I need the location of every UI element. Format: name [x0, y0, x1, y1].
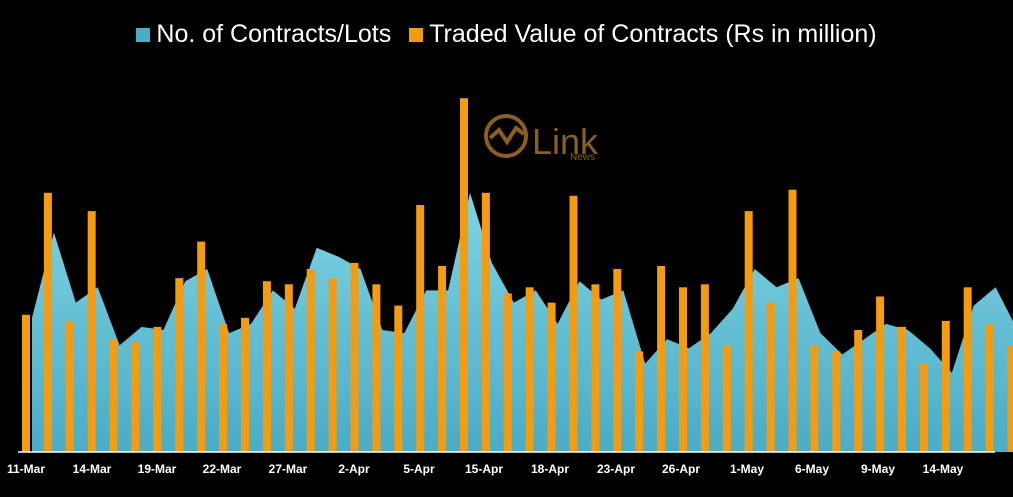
watermark-logo: Link News — [482, 112, 599, 163]
bar-traded-value — [372, 284, 381, 453]
bar-traded-value — [306, 269, 315, 452]
bar-traded-value — [87, 211, 96, 452]
bar-traded-value — [328, 278, 337, 452]
bar-traded-value — [197, 241, 206, 452]
bar-traded-value — [810, 345, 819, 453]
bar-traded-value — [722, 345, 731, 453]
bar-traded-value — [262, 281, 271, 452]
x-tick-label: 9-May — [861, 462, 895, 476]
bar-traded-value — [43, 192, 52, 453]
x-axis-ticks: 11-Mar 14-Mar 19-Mar 22-Mar 27-Mar 2-Apr 5-Apr… — [7, 462, 964, 476]
bar-traded-value — [854, 330, 863, 452]
x-tick-label: 14-Mar — [73, 462, 112, 476]
x-tick-label: 2-Apr — [338, 462, 370, 476]
legend-label-traded-value: Traded Value of Contracts (Rs in million… — [429, 20, 877, 48]
bar-traded-value — [153, 326, 162, 452]
x-tick-label: 27-Mar — [269, 462, 308, 476]
bar-traded-value — [525, 287, 534, 452]
bar-traded-value — [919, 363, 928, 452]
bar-traded-value — [591, 284, 600, 453]
bar-traded-value — [241, 317, 249, 452]
legend-label-contracts: No. of Contracts/Lots — [156, 20, 392, 48]
x-tick-label: 11-Mar — [7, 462, 45, 476]
x-tick-label: 6-May — [795, 462, 829, 476]
bar-traded-value — [788, 189, 797, 452]
logo-icon — [484, 114, 528, 158]
bar-traded-value — [657, 266, 666, 452]
x-tick-label: 18-Apr — [531, 462, 569, 476]
bar-traded-value — [438, 266, 447, 452]
bar-traded-value — [985, 323, 994, 452]
x-tick-label: 22-Mar — [203, 462, 242, 476]
bar-traded-value — [219, 323, 228, 452]
x-tick-label: 1-May — [730, 462, 764, 476]
x-tick-label: 23-Apr — [597, 462, 635, 476]
bar-traded-value — [284, 284, 293, 453]
bar-traded-value — [460, 98, 468, 452]
watermark-text: Link — [532, 121, 599, 162]
legend-swatch-area — [136, 27, 151, 42]
bar-traded-value — [569, 195, 578, 453]
bar-traded-value — [635, 351, 644, 452]
bar-traded-value — [832, 351, 841, 452]
bar-traded-value — [876, 296, 885, 452]
bar-traded-value — [503, 293, 512, 452]
legend-item-traded-value: Traded Value of Contracts (Rs in million… — [409, 20, 877, 49]
bar-traded-value — [963, 287, 972, 452]
legend: No. of Contracts/Lots Traded Value of Co… — [0, 20, 1013, 49]
bar-traded-value — [416, 205, 425, 452]
x-tick-label: 14-May — [923, 462, 964, 476]
bar-traded-value — [613, 269, 622, 452]
bar-traded-value — [766, 302, 775, 452]
x-tick-label: 15-Apr — [465, 462, 503, 476]
watermark-subtext: News — [570, 152, 596, 163]
bar-traded-value — [744, 211, 753, 452]
bar-traded-value — [65, 320, 74, 453]
x-tick-label: 5-Apr — [403, 462, 435, 476]
bar-traded-value — [898, 326, 906, 452]
bar-traded-value — [131, 342, 140, 452]
bar-traded-value — [700, 284, 709, 453]
bar-traded-value — [394, 305, 403, 452]
bar-traded-value — [547, 302, 556, 452]
legend-item-contracts: No. of Contracts/Lots — [136, 20, 391, 49]
bar-traded-value — [679, 287, 687, 452]
bar-traded-value — [1007, 345, 1013, 453]
legend-swatch-bar — [409, 27, 424, 42]
bar-traded-value — [350, 262, 359, 452]
bar-series-layer — [22, 98, 1013, 453]
x-tick-label: 26-Apr — [662, 462, 700, 476]
bar-traded-value — [109, 339, 118, 452]
x-tick-label: 19-Mar — [138, 462, 177, 476]
bar-traded-value — [175, 278, 184, 452]
bar-traded-value — [941, 320, 950, 453]
bar-traded-value — [481, 192, 490, 453]
bar-traded-value — [22, 314, 30, 453]
